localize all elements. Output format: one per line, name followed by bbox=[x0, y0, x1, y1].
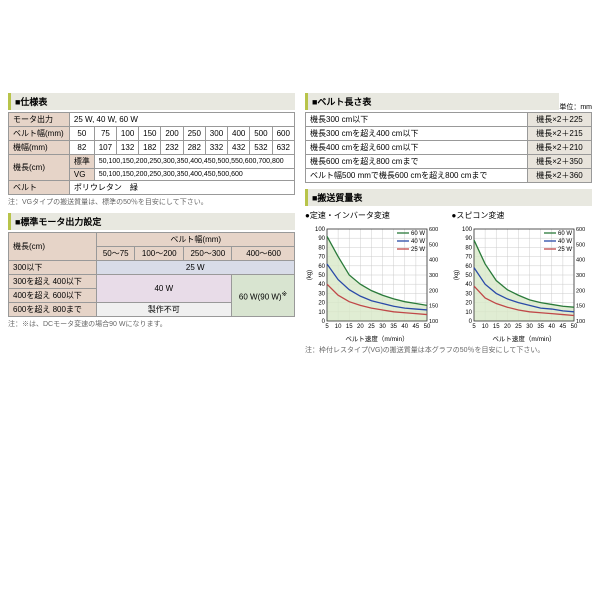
svg-text:500: 500 bbox=[576, 242, 585, 248]
transport-note: 注：枠付レスタイプ(VG)の搬送質量は本グラフの50％を目安にして下さい。 bbox=[305, 345, 592, 355]
svg-text:60: 60 bbox=[465, 264, 472, 270]
chart2-title: ●スピコン変速 bbox=[452, 210, 593, 221]
belt-table: 機長300 cm以下機長×2＋225機長300 cmを超え400 cm以下機長×… bbox=[305, 112, 592, 183]
svg-text:20: 20 bbox=[318, 301, 325, 307]
svg-text:40: 40 bbox=[465, 282, 472, 288]
svg-text:45: 45 bbox=[559, 324, 566, 330]
svg-text:100: 100 bbox=[461, 227, 472, 233]
svg-text:20: 20 bbox=[357, 324, 364, 330]
svg-text:400: 400 bbox=[429, 258, 438, 264]
svg-text:40: 40 bbox=[548, 324, 555, 330]
svg-text:60 W: 60 W bbox=[558, 231, 572, 237]
svg-text:10: 10 bbox=[481, 324, 488, 330]
svg-text:80: 80 bbox=[318, 245, 325, 251]
svg-text:30: 30 bbox=[465, 291, 472, 297]
svg-text:25 W: 25 W bbox=[558, 247, 572, 253]
svg-text:5: 5 bbox=[472, 324, 476, 330]
svg-text:100: 100 bbox=[315, 227, 326, 233]
chart1: 5 10 15 20 25 30 35 40 45 500 10 20 30 40 50 60 70 80 90 10… bbox=[305, 223, 445, 343]
spec-title: ■仕様表 bbox=[8, 93, 295, 110]
svg-text:10: 10 bbox=[318, 310, 325, 316]
svg-text:80: 80 bbox=[465, 245, 472, 251]
belt-title: ■ベルト長さ表 bbox=[305, 93, 559, 110]
svg-text:70: 70 bbox=[318, 255, 325, 261]
svg-text:20: 20 bbox=[465, 301, 472, 307]
svg-text:50: 50 bbox=[465, 273, 472, 279]
svg-text:30: 30 bbox=[379, 324, 386, 330]
svg-text:300: 300 bbox=[576, 273, 585, 279]
svg-text:300: 300 bbox=[429, 273, 438, 279]
svg-text:100: 100 bbox=[576, 319, 585, 325]
svg-text:200: 200 bbox=[429, 288, 438, 294]
svg-text:40 W: 40 W bbox=[411, 239, 425, 245]
svg-text:15: 15 bbox=[346, 324, 353, 330]
svg-text:(kg): (kg) bbox=[454, 270, 460, 280]
svg-text:40: 40 bbox=[318, 282, 325, 288]
svg-text:35: 35 bbox=[390, 324, 397, 330]
svg-text:10: 10 bbox=[465, 310, 472, 316]
svg-text:90: 90 bbox=[465, 236, 472, 242]
motor-table: 機長(cm)ベルト幅(mm)50～75100～200250～300400～600… bbox=[8, 232, 295, 317]
svg-text:150: 150 bbox=[429, 304, 438, 310]
svg-text:70: 70 bbox=[465, 255, 472, 261]
svg-text:600: 600 bbox=[576, 227, 585, 233]
svg-text:5: 5 bbox=[325, 324, 329, 330]
belt-unit: 単位：mm bbox=[559, 102, 592, 112]
motor-note: 注：※は、DCモータ変速の場合90 Wになります。 bbox=[8, 319, 295, 329]
svg-text:40: 40 bbox=[401, 324, 408, 330]
svg-text:25: 25 bbox=[368, 324, 375, 330]
motor-title: ■標準モータ出力設定 bbox=[8, 213, 295, 230]
transport-title: ■搬送質量表 bbox=[305, 189, 592, 206]
svg-text:30: 30 bbox=[526, 324, 533, 330]
svg-text:150: 150 bbox=[576, 304, 585, 310]
svg-text:40 W: 40 W bbox=[558, 239, 572, 245]
svg-text:ベルト速度（m/min）: ベルト速度（m/min） bbox=[492, 334, 555, 343]
svg-text:400: 400 bbox=[576, 258, 585, 264]
svg-text:15: 15 bbox=[492, 324, 499, 330]
svg-text:20: 20 bbox=[503, 324, 510, 330]
svg-text:ベルト速度（m/min）: ベルト速度（m/min） bbox=[345, 334, 408, 343]
svg-text:25: 25 bbox=[515, 324, 522, 330]
svg-text:200: 200 bbox=[576, 288, 585, 294]
chart2: 5 10 15 20 25 30 35 40 45 500 10 20 30 40 50 60 70 80 90 10… bbox=[452, 223, 592, 343]
svg-text:45: 45 bbox=[413, 324, 420, 330]
svg-text:(kg): (kg) bbox=[307, 270, 313, 280]
svg-text:600: 600 bbox=[429, 227, 438, 233]
svg-text:60 W: 60 W bbox=[411, 231, 425, 237]
spec-table: モータ出力25 W, 40 W, 60 Wベルト幅(mm)50751001502… bbox=[8, 112, 295, 195]
svg-text:90: 90 bbox=[318, 236, 325, 242]
chart1-title: ●定速・インバータ変速 bbox=[305, 210, 446, 221]
svg-text:100: 100 bbox=[429, 319, 438, 325]
svg-text:35: 35 bbox=[537, 324, 544, 330]
svg-text:500: 500 bbox=[429, 242, 438, 248]
svg-text:25 W: 25 W bbox=[411, 247, 425, 253]
svg-text:50: 50 bbox=[318, 273, 325, 279]
svg-text:10: 10 bbox=[335, 324, 342, 330]
svg-text:60: 60 bbox=[318, 264, 325, 270]
spec-note: 注：VGタイプの搬送質量は、標準の50％を目安にして下さい。 bbox=[8, 197, 295, 207]
svg-text:30: 30 bbox=[318, 291, 325, 297]
